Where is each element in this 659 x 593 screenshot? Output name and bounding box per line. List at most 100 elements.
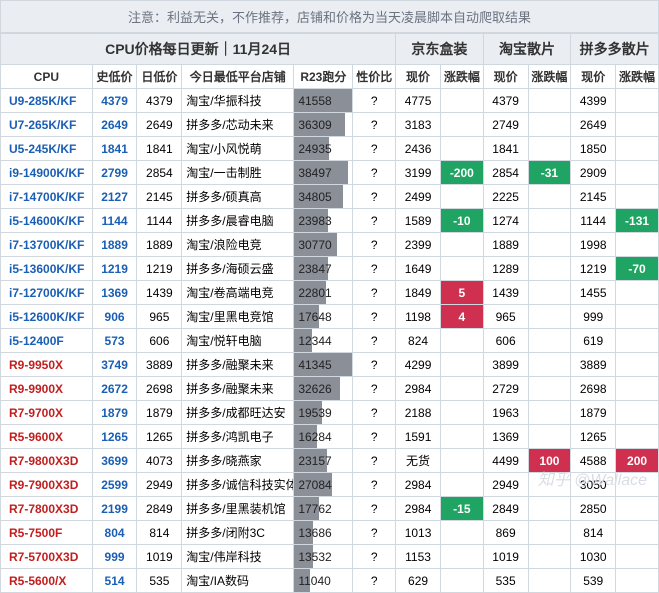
tb-price: 965	[483, 305, 528, 329]
r23-bar: 41558	[294, 89, 353, 113]
r23-bar: 11040	[294, 569, 353, 593]
shop: 淘宝/悦轩电脑	[182, 329, 294, 353]
section-pdd: 拼多多散片	[571, 34, 659, 65]
hist-low: 1889	[92, 233, 137, 257]
daily-low: 3889	[137, 353, 182, 377]
daily-low: 965	[137, 305, 182, 329]
hist-low: 2799	[92, 161, 137, 185]
hist-low: 1369	[92, 281, 137, 305]
r23-bar: 13686	[294, 521, 353, 545]
shop: 拼多多/晓燕家	[182, 449, 294, 473]
jd-price: 2188	[396, 401, 441, 425]
vfm: ?	[353, 89, 396, 113]
r23-bar: 17648	[294, 305, 353, 329]
table-row: R5-7500F804814拼多多/闭附3C13686?1013869814	[1, 521, 659, 545]
delta-cell	[528, 425, 571, 449]
vfm: ?	[353, 305, 396, 329]
vfm: ?	[353, 473, 396, 497]
cpu-name: R7-7800X3D	[1, 497, 93, 521]
hist-low: 2199	[92, 497, 137, 521]
table-row: R7-5700X3D9991019淘宝/伟岸科技13532?1153101910…	[1, 545, 659, 569]
jd-price: 3183	[396, 113, 441, 137]
hist-low: 999	[92, 545, 137, 569]
table-row: i7-13700K/KF18891889淘宝/浪险电竞30770?2399188…	[1, 233, 659, 257]
delta-cell: 5	[440, 281, 483, 305]
hist-low: 2599	[92, 473, 137, 497]
jd-price: 1198	[396, 305, 441, 329]
shop: 拼多多/里黑装机馆	[182, 497, 294, 521]
delta-cell	[616, 569, 659, 593]
hist-low: 514	[92, 569, 137, 593]
pdd-price: 539	[571, 569, 616, 593]
col-r23: R23跑分	[294, 65, 353, 89]
jd-price: 1589	[396, 209, 441, 233]
table-row: R5-9600X12651265拼多多/鸿凯电子16284?1591136912…	[1, 425, 659, 449]
col-tb-price: 现价	[483, 65, 528, 89]
shop: 拼多多/晨睿电脑	[182, 209, 294, 233]
vfm: ?	[353, 569, 396, 593]
r23-bar: 16284	[294, 425, 353, 449]
delta-cell: 4	[440, 305, 483, 329]
tb-price: 2849	[483, 497, 528, 521]
col-jd-delta: 涨跌幅	[440, 65, 483, 89]
cpu-name: U9-285K/KF	[1, 89, 93, 113]
table-row: R9-9950X37493889拼多多/融聚未来41345?4299389938…	[1, 353, 659, 377]
delta-cell: -10	[440, 209, 483, 233]
delta-cell	[528, 473, 571, 497]
cpu-name: R7-5700X3D	[1, 545, 93, 569]
pdd-price: 1265	[571, 425, 616, 449]
vfm: ?	[353, 545, 396, 569]
r23-bar: 23983	[294, 209, 353, 233]
cpu-name: R9-9950X	[1, 353, 93, 377]
vfm: ?	[353, 161, 396, 185]
pdd-price: 999	[571, 305, 616, 329]
vfm: ?	[353, 329, 396, 353]
shop: 淘宝/一击制胜	[182, 161, 294, 185]
table-row: i7-14700K/KF21272145拼多多/硕真高34805?2499222…	[1, 185, 659, 209]
daily-low: 535	[137, 569, 182, 593]
r23-bar: 30770	[294, 233, 353, 257]
hist-low: 573	[92, 329, 137, 353]
tb-price: 535	[483, 569, 528, 593]
pdd-price: 814	[571, 521, 616, 545]
tb-price: 1889	[483, 233, 528, 257]
pdd-price: 4399	[571, 89, 616, 113]
tb-price: 2854	[483, 161, 528, 185]
tb-price: 3899	[483, 353, 528, 377]
delta-cell	[440, 545, 483, 569]
tb-price: 4379	[483, 89, 528, 113]
pdd-price: 1850	[571, 137, 616, 161]
pdd-price: 2909	[571, 161, 616, 185]
delta-cell	[616, 305, 659, 329]
vfm: ?	[353, 425, 396, 449]
delta-cell	[440, 113, 483, 137]
jd-price: 1013	[396, 521, 441, 545]
table-row: R7-9700X18791879拼多多/成都旺达安19539?218819631…	[1, 401, 659, 425]
daily-low: 2698	[137, 377, 182, 401]
delta-cell	[528, 233, 571, 257]
hist-low: 1219	[92, 257, 137, 281]
r23-bar: 24935	[294, 137, 353, 161]
pdd-price: 1998	[571, 233, 616, 257]
hist-low: 1144	[92, 209, 137, 233]
r23-bar: 13532	[294, 545, 353, 569]
jd-price: 无货	[396, 449, 441, 473]
delta-cell	[616, 137, 659, 161]
delta-cell	[528, 281, 571, 305]
shop: 淘宝/IA数码	[182, 569, 294, 593]
daily-low: 2145	[137, 185, 182, 209]
table-row: i7-12700K/KF13691439淘宝/卷高端电竞22801?184951…	[1, 281, 659, 305]
delta-cell	[440, 449, 483, 473]
shop: 淘宝/伟岸科技	[182, 545, 294, 569]
pdd-price: 2850	[571, 497, 616, 521]
delta-cell	[616, 425, 659, 449]
jd-price: 1849	[396, 281, 441, 305]
delta-cell: 100	[528, 449, 571, 473]
pdd-price: 2649	[571, 113, 616, 137]
tb-price: 869	[483, 521, 528, 545]
r23-bar: 23157	[294, 449, 353, 473]
shop: 拼多多/海硕云盛	[182, 257, 294, 281]
delta-cell	[528, 569, 571, 593]
col-daily: 日低价	[137, 65, 182, 89]
pdd-price: 3889	[571, 353, 616, 377]
